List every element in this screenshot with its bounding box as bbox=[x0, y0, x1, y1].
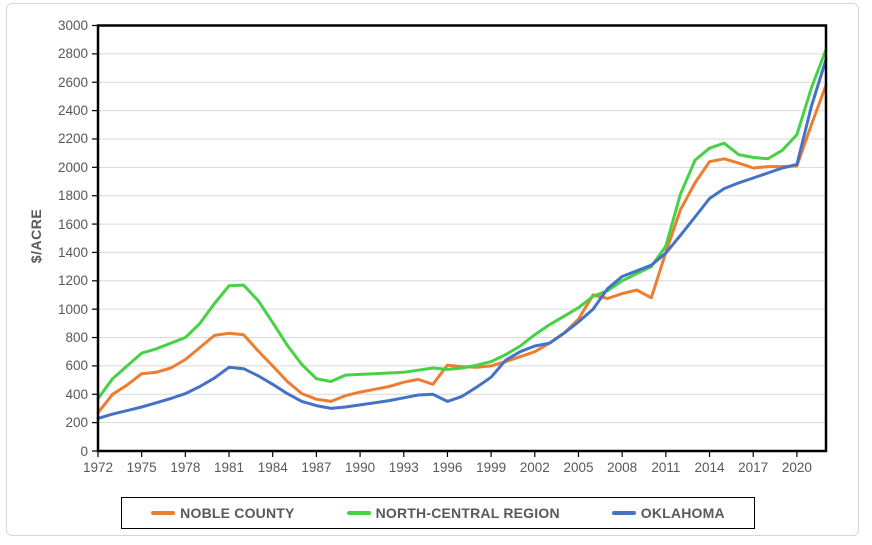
legend-line-swatch bbox=[151, 511, 176, 515]
y-tick-label: 800 bbox=[65, 330, 88, 346]
y-tick-label: 2200 bbox=[57, 131, 88, 147]
legend-label: NOBLE COUNTY bbox=[180, 505, 295, 521]
y-tick-label: 2800 bbox=[57, 46, 88, 62]
plot-border bbox=[96, 24, 828, 453]
x-tick-label: 1990 bbox=[345, 460, 376, 475]
y-tick-label: 200 bbox=[65, 415, 88, 431]
legend-line-swatch bbox=[611, 511, 636, 515]
y-tick-label: 1600 bbox=[57, 216, 88, 232]
y-tick-label: 1200 bbox=[57, 273, 88, 289]
y-tick-label: 400 bbox=[65, 386, 88, 402]
y-tick-label: 1400 bbox=[57, 244, 88, 260]
x-tick-label: 2020 bbox=[781, 460, 812, 475]
y-tick-label: 600 bbox=[65, 358, 88, 374]
x-tick-label: 1996 bbox=[432, 460, 463, 475]
x-tick-label: 2011 bbox=[651, 460, 681, 475]
x-tick-label: 1978 bbox=[170, 460, 201, 475]
series-line-noble-county bbox=[96, 83, 828, 415]
x-tick-label: 1993 bbox=[388, 460, 419, 475]
y-tick-label: 2000 bbox=[57, 159, 88, 175]
y-tick-label: 1000 bbox=[57, 301, 88, 317]
x-tick-label: 1999 bbox=[476, 460, 507, 475]
series-line-oklahoma bbox=[96, 58, 828, 420]
legend-item-north-central-region[interactable]: NORTH-CENTRAL REGION bbox=[346, 505, 560, 521]
x-tick-label: 1975 bbox=[126, 460, 157, 475]
x-tick-label: 1987 bbox=[301, 460, 332, 475]
x-tick-label: 2008 bbox=[607, 460, 638, 475]
x-tick-label: 2014 bbox=[694, 460, 725, 475]
x-tick-label: 1972 bbox=[82, 460, 114, 475]
legend-item-oklahoma[interactable]: OKLAHOMA bbox=[611, 505, 725, 521]
series-line-north-central-region bbox=[96, 48, 828, 400]
legend-line-swatch bbox=[346, 511, 371, 515]
y-tick-label: 0 bbox=[80, 443, 88, 459]
x-tick-label: 2005 bbox=[563, 460, 594, 475]
legend-item-noble-county[interactable]: NOBLE COUNTY bbox=[151, 505, 294, 521]
y-tick-label: 2400 bbox=[57, 103, 88, 119]
x-tick-label: 2017 bbox=[738, 460, 769, 475]
chart-frame bbox=[6, 3, 859, 536]
legend: NOBLE COUNTY NORTH-CENTRAL REGION OKLAHOMA bbox=[121, 497, 755, 529]
legend-label: NORTH-CENTRAL REGION bbox=[375, 505, 560, 521]
y-tick-label: 2600 bbox=[57, 74, 88, 90]
y-tick-label: 3000 bbox=[57, 18, 88, 33]
x-tick-label: 1984 bbox=[257, 460, 288, 475]
x-tick-label: 2002 bbox=[519, 460, 550, 475]
x-tick-label: 1981 bbox=[214, 460, 245, 475]
y-tick-label: 1800 bbox=[57, 188, 88, 204]
legend-label: OKLAHOMA bbox=[640, 505, 725, 521]
